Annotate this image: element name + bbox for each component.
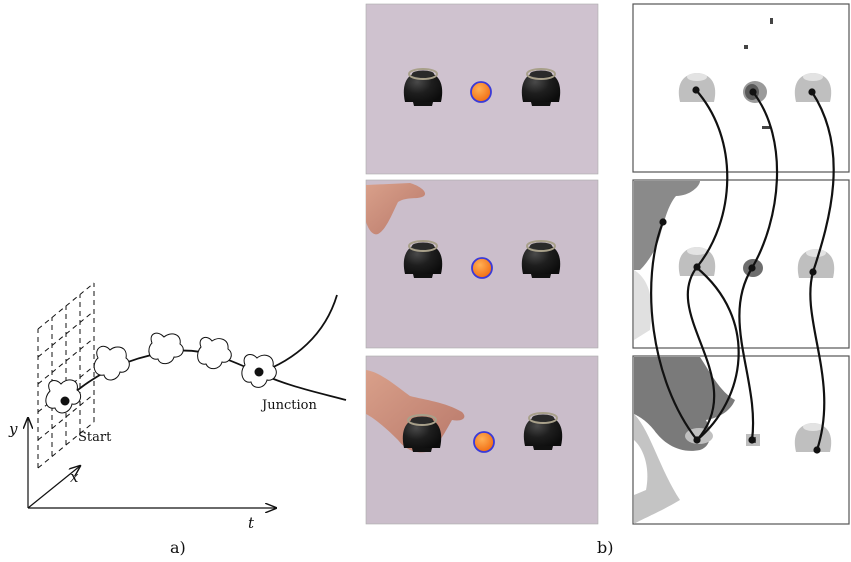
caption-a: a) <box>170 538 186 557</box>
panel-b-frames <box>365 3 599 525</box>
ball <box>470 81 492 103</box>
y-axis-label: y <box>8 420 18 438</box>
track-4 <box>650 221 698 441</box>
x-axis <box>27 466 80 509</box>
junction-point <box>254 367 264 377</box>
track-nodes <box>659 86 821 454</box>
junction-label: Junction <box>260 398 317 413</box>
caption-b: b) <box>597 538 613 557</box>
cup-right <box>520 240 562 279</box>
t-axis-label: t <box>248 514 255 532</box>
x-axis-label: x <box>70 468 79 486</box>
video-frame-2 <box>365 179 599 349</box>
panel-b-segmentation <box>632 3 850 525</box>
cup-left <box>401 414 443 453</box>
ball <box>473 431 495 453</box>
cup-left <box>402 240 444 279</box>
cup-right <box>522 412 564 451</box>
cup-left <box>402 68 444 107</box>
video-frame-3 <box>365 355 599 525</box>
seg-arm-region <box>634 357 735 451</box>
segmentation-frame-1 <box>632 3 850 173</box>
segmentation-frame-2 <box>632 179 850 349</box>
seg-hand-region <box>634 181 700 270</box>
ball <box>471 257 493 279</box>
segmentation-frame-3 <box>632 355 850 525</box>
video-frame-1 <box>365 3 599 175</box>
start-label: Start <box>78 430 112 445</box>
region-blobs <box>45 332 277 414</box>
track-5 <box>695 266 740 441</box>
start-point <box>60 396 70 406</box>
panel-a: y x t Start <box>8 282 347 557</box>
cup-right <box>520 68 562 107</box>
hand-reaching <box>366 183 426 235</box>
